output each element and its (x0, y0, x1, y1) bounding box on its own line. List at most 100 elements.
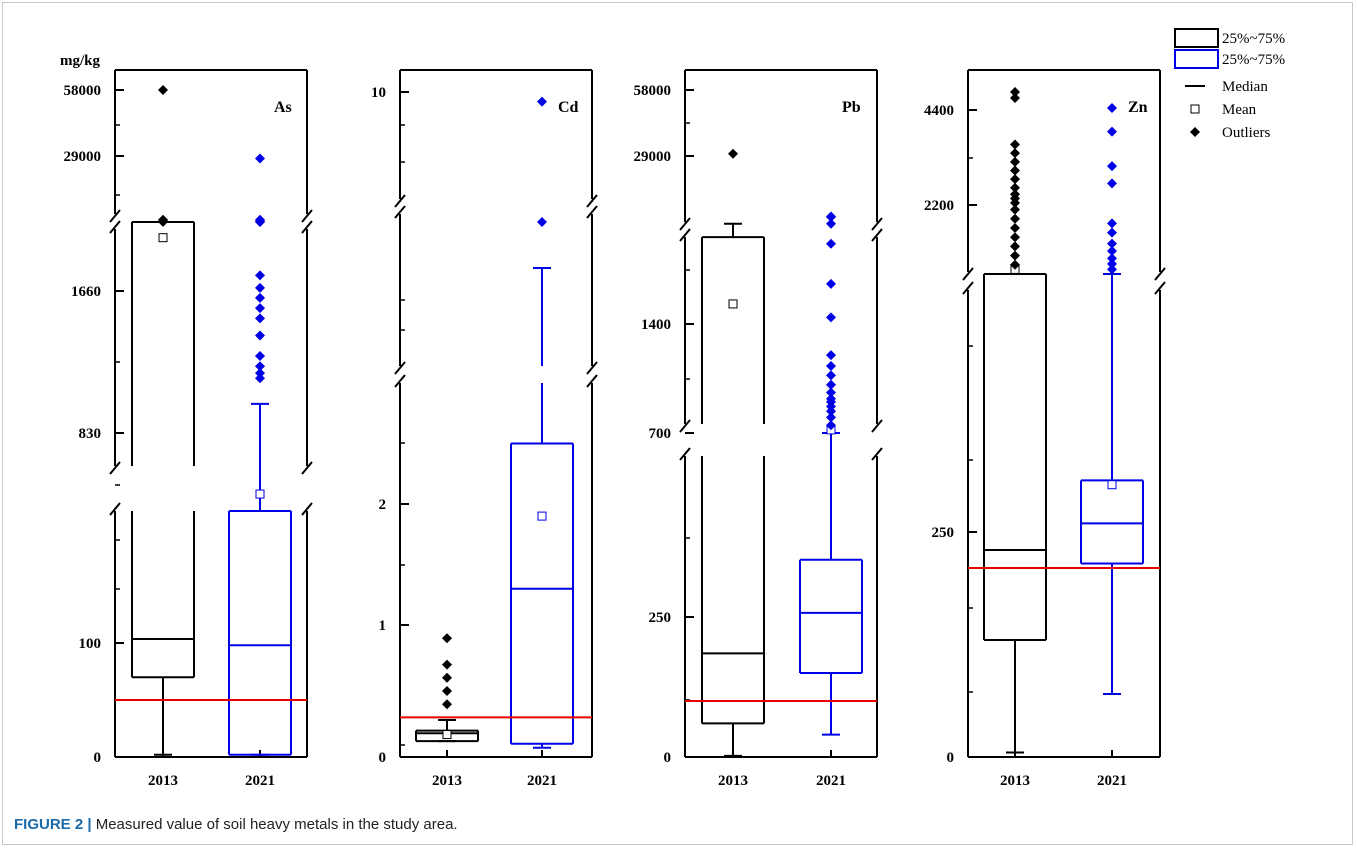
y-tick-label: 0 (94, 750, 102, 766)
x-tick-label: 2013 (1000, 773, 1030, 789)
axis-break-mark (301, 461, 313, 475)
y-unit-label: mg/kg (60, 53, 101, 69)
outlier-point (1107, 178, 1117, 189)
axis-break-mark (679, 419, 691, 433)
outlier-point (537, 96, 547, 107)
axis-break-mark (871, 217, 883, 231)
legend-square-swatch (1190, 104, 1200, 114)
axis-break-mark (394, 205, 406, 219)
outlier-point (826, 211, 836, 222)
mean-marker (442, 730, 452, 740)
y-tick-label: 0 (664, 750, 672, 766)
outlier-point (1107, 227, 1117, 238)
axis-break-mark (394, 361, 406, 375)
outlier-point (1010, 241, 1020, 252)
y-tick-label: 1660 (71, 284, 101, 300)
outlier-point (1010, 223, 1020, 233)
outlier-point (826, 387, 836, 398)
outlier-point (1010, 139, 1020, 150)
figure-caption: FIGURE 2 | Measured value of soil heavy … (14, 816, 458, 833)
y-tick-label: 4400 (924, 103, 954, 119)
axis-break-mark (301, 220, 313, 234)
outlier-point (826, 420, 836, 431)
axis-break-mark (586, 205, 598, 219)
legend-label: 25%~75% (1222, 52, 1285, 68)
outlier-point (255, 368, 265, 379)
outlier-point (255, 330, 265, 341)
x-tick-label: 2013 (432, 773, 462, 789)
box-2021 (510, 96, 574, 749)
outlier-point (537, 217, 547, 227)
y-tick-label: 830 (79, 426, 102, 442)
axis-break-mark (301, 209, 313, 223)
outlier-point (826, 361, 836, 372)
panel-pb: 0 250 700 1400 29000 58000 Pb 2013 2021 (634, 69, 883, 789)
panel-as: 0 100 830 1660 29000 58000 mg/kg As 2013 2021 (60, 53, 313, 789)
y-tick-label: 100 (79, 636, 102, 652)
y-tick-label: 29000 (64, 149, 102, 165)
metal-label: Cd (558, 99, 579, 116)
outlier-point (826, 350, 836, 361)
y-tick-label: 700 (649, 426, 672, 442)
outlier-point (826, 393, 836, 404)
outlier-point (255, 351, 265, 362)
y-tick-label: 0 (379, 750, 387, 766)
mean-marker (537, 511, 547, 521)
axis-break-mark (109, 220, 121, 234)
outlier-point (1010, 204, 1020, 215)
outlier-point (255, 214, 265, 225)
axis-break-mark (679, 217, 691, 231)
panel-cd: 0 1 2 10 Cd 2013 2021 (371, 69, 598, 789)
outlier-point (1107, 161, 1117, 172)
outlier-point (826, 370, 836, 381)
metal-label: Zn (1128, 99, 1148, 116)
outlier-point (1010, 250, 1020, 261)
axis-break-mark (586, 194, 598, 208)
metal-label: Pb (842, 99, 861, 116)
box-2013 (983, 87, 1047, 754)
outlier-point (442, 659, 452, 670)
legend-label: Outliers (1222, 125, 1270, 141)
legend-label: 25%~75% (1222, 31, 1285, 47)
outlier-point (1107, 253, 1117, 264)
axis-break-mark (679, 228, 691, 242)
axis-break-mark (1154, 267, 1166, 281)
mean-marker (1107, 480, 1117, 490)
axis-break-mark (1154, 281, 1166, 295)
box-2021 (799, 211, 863, 736)
legend-box-swatch (1174, 49, 1219, 69)
legend-item: Median (1185, 79, 1268, 95)
y-tick-label: 2 (379, 497, 387, 513)
axis-break-mark (586, 374, 598, 388)
y-tick-label: 250 (932, 525, 955, 541)
axis-break-mark (109, 461, 121, 475)
x-tick-label: 2021 (816, 773, 846, 789)
outlier-point (1107, 258, 1117, 269)
x-tick-label: 2021 (1097, 773, 1127, 789)
legend-box-swatch (1174, 28, 1219, 48)
axis-break-mark (962, 267, 974, 281)
outlier-point (442, 633, 452, 644)
axis-break-mark (109, 209, 121, 223)
outlier-point (442, 699, 452, 710)
axis-break-mark (394, 194, 406, 208)
box-2021 (1080, 103, 1144, 695)
outlier-point (1010, 165, 1020, 176)
axis-break-mark (109, 502, 121, 516)
legend-diamond-swatch (1190, 127, 1200, 137)
x-tick-label: 2013 (718, 773, 748, 789)
legend-label: Median (1222, 79, 1268, 95)
outlier-point (826, 412, 836, 423)
legend-item: Outliers (1190, 125, 1270, 141)
panel-zn: 0 250 2200 4400 Zn 2013 2021 (924, 69, 1166, 789)
caption-label: FIGURE 2 | (14, 816, 92, 833)
legend-item: 25%~75% (1174, 28, 1285, 48)
outlier-point (826, 218, 836, 229)
y-tick-label: 10 (371, 85, 386, 101)
outlier-point (255, 313, 265, 324)
outlier-point (1107, 264, 1117, 275)
y-tick-label: 2200 (924, 198, 954, 214)
outlier-point (255, 153, 265, 164)
y-tick-label: 1 (379, 618, 387, 634)
mean-marker (255, 489, 265, 499)
